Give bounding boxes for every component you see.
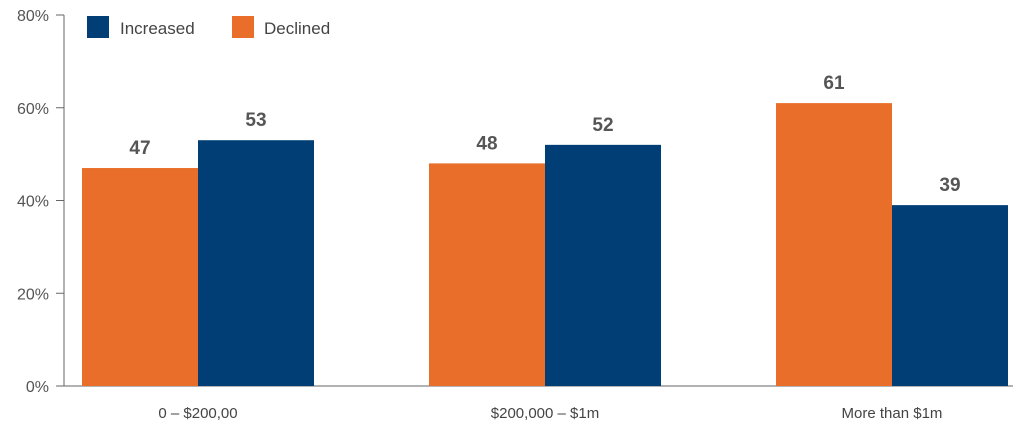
legend-label-increased: Increased xyxy=(120,19,195,38)
bar-increased xyxy=(198,140,314,386)
bar-layer xyxy=(82,103,1008,387)
bar-increased xyxy=(892,205,1008,386)
y-tick-label: 20% xyxy=(17,286,49,303)
label-layer: 47 53 48 52 61 39 xyxy=(129,73,960,196)
legend-label-declined: Declined xyxy=(264,19,330,38)
category-label: More than $1m xyxy=(842,405,943,422)
data-label: 52 xyxy=(592,115,613,136)
bar-increased xyxy=(545,144,661,386)
category-label-layer: 0 – $200,00 $200,000 – $1m More than $1m xyxy=(158,405,942,422)
bar-declined xyxy=(82,168,198,386)
data-label: 48 xyxy=(476,133,497,154)
legend-swatch-increased xyxy=(87,16,109,38)
category-label: 0 – $200,00 xyxy=(158,405,237,422)
bar-declined xyxy=(429,163,545,386)
tick-layer: 0% 20% 40% 60% 80% xyxy=(17,8,64,396)
y-tick-label: 60% xyxy=(17,101,49,118)
y-tick-label: 80% xyxy=(17,8,49,25)
legend: Increased Declined xyxy=(87,16,330,38)
y-tick-label: 0% xyxy=(26,379,49,396)
legend-swatch-declined xyxy=(232,16,254,38)
data-label: 39 xyxy=(939,175,960,196)
data-label: 53 xyxy=(245,110,266,131)
data-label: 47 xyxy=(129,138,150,159)
data-label: 61 xyxy=(823,73,845,94)
y-tick-label: 40% xyxy=(17,194,49,211)
bar-declined xyxy=(776,103,892,387)
category-label: $200,000 – $1m xyxy=(491,405,599,422)
